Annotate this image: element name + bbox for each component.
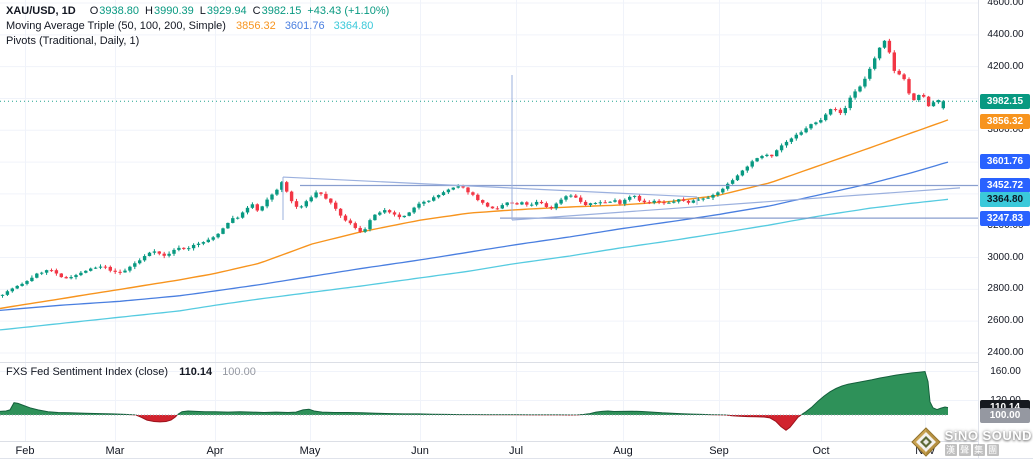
sentiment-area-positive	[0, 371, 948, 415]
indicator-base-tag: 100.00	[980, 407, 1030, 423]
time-axis-label-may: May	[299, 445, 321, 457]
axis-divider	[0, 441, 1033, 442]
ma-indicator-row[interactable]: Moving Average Triple (50, 100, 200, Sim…	[6, 19, 389, 33]
price-scale-label: 2800.00	[987, 283, 1024, 295]
ma-title: Moving Average Triple (50, 100, 200, Sim…	[6, 20, 226, 32]
time-axis-label-apr: Apr	[206, 445, 224, 457]
high-value: 3990.39	[153, 5, 194, 17]
open-label: O	[89, 5, 99, 17]
candlestick-series	[0, 38, 945, 298]
ma100-tag: 3601.76	[980, 154, 1030, 170]
pivot-lower-tag: 3247.83	[980, 210, 1030, 226]
price-scale[interactable]: 4600.004400.004200.003800.003400.003200.…	[978, 0, 1033, 458]
time-axis-label-aug: Aug	[613, 445, 633, 457]
pane-divider[interactable]	[0, 362, 1033, 363]
ma200-line	[0, 198, 949, 331]
ma200-value: 3364.80	[333, 20, 374, 32]
change-value: +43.43 (+1.10%)	[307, 5, 390, 17]
ma50-line	[0, 119, 949, 310]
time-axis-label-jul: Jul	[508, 445, 524, 457]
pivots-title: Pivots (Traditional, Daily, 1)	[6, 35, 140, 47]
price-scale-label: 4200.00	[987, 60, 1024, 72]
time-axis[interactable]: Feb Mar Apr May Jun Jul Aug Sep Oct Nov	[0, 441, 978, 458]
time-axis-label-mar: Mar	[105, 445, 125, 457]
close-label: C	[252, 5, 261, 17]
ma100-value: 3601.76	[284, 20, 325, 32]
pivot-upper-tag: 3452.72	[980, 178, 1030, 194]
indicator-base-value: 100.00	[222, 366, 256, 378]
pivots-indicator-row[interactable]: Pivots (Traditional, Daily, 1)	[6, 34, 389, 48]
current-price-tag: 3982.15	[980, 93, 1030, 109]
price-scale-label: 160.00	[990, 365, 1021, 377]
trendline-0[interactable]	[282, 176, 698, 220]
low-value: 3929.94	[206, 5, 247, 17]
symbol-legend: XAU/USD, 1D O3938.80 H3990.39 L3929.94 C3982…	[6, 4, 389, 49]
time-axis-label-sep: Sep	[709, 445, 729, 457]
price-scale-label: 2400.00	[987, 347, 1024, 358]
price-scale-label: 4600.00	[987, 0, 1024, 8]
symbol-title: XAU/USD, 1D	[6, 5, 76, 17]
high-label: H	[145, 5, 153, 17]
time-axis-label-feb: Feb	[15, 445, 35, 457]
price-scale-label: 2600.00	[987, 315, 1024, 327]
price-scale-label: 4400.00	[987, 28, 1024, 40]
time-axis-label-oct: Oct	[812, 445, 830, 457]
trendline-1[interactable]	[511, 75, 961, 221]
time-axis-label-nov: Nov	[915, 445, 935, 457]
ma50-value: 3856.32	[235, 20, 276, 32]
grid	[0, 0, 978, 441]
price-scale-label: 3800.00	[987, 124, 1024, 136]
ma50-tag: 3856.32	[980, 113, 1030, 129]
price-chart-canvas[interactable]	[0, 0, 978, 441]
ma200-tag: 3364.80	[980, 192, 1030, 207]
symbol-row[interactable]: XAU/USD, 1D O3938.80 H3990.39 L3929.94 C3982…	[6, 4, 389, 18]
time-axis-label-jun: Jun	[411, 445, 429, 457]
low-label: L	[199, 5, 206, 17]
indicator-value: 110.14	[179, 366, 213, 378]
indicator-legend[interactable]: FXS Fed Sentiment Index (close) 110.14 1…	[6, 366, 256, 378]
close-value: 3982.15	[261, 5, 302, 17]
price-scale-label: 120.00	[979, 395, 1032, 406]
ma100-line	[0, 161, 949, 312]
open-value: 3938.80	[99, 5, 140, 17]
price-scale-label: 3000.00	[987, 251, 1024, 263]
indicator-title: FXS Fed Sentiment Index (close)	[6, 366, 169, 378]
